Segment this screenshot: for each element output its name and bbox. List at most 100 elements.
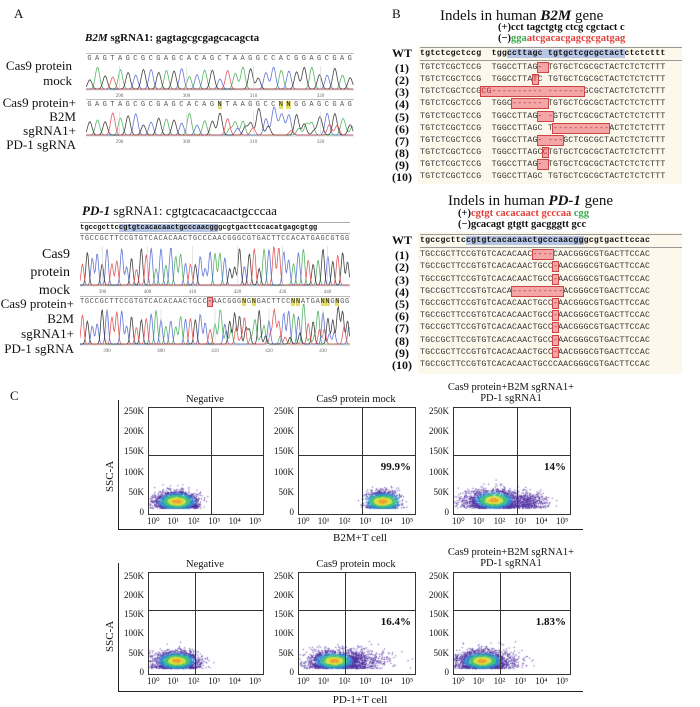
base-call: T <box>276 298 281 306</box>
base-call: C <box>148 101 153 109</box>
indel-highlight: C <box>541 146 549 158</box>
clone-sequence: TGTCTCGCTCCG TGGCCTTAG- -GTGCTCGCGCTACTC… <box>420 110 682 123</box>
plot-title: Cas9 protein mock <box>316 559 396 570</box>
clone-sequence: TGCCGCTTCCGTGTCACACAACTGCCCAACGGGCGTGACT… <box>420 359 682 371</box>
x-tick-label: 10³ <box>359 516 372 526</box>
b2m-minus-strand: (−)ggaatcgacacgagcgcgatgag <box>498 33 625 44</box>
sequence-segment: CAACGGGCGTGACTTCCAC <box>552 250 651 260</box>
sequence-segment: TGTGCTCGCGCTACTCTCTCTTT <box>547 99 666 109</box>
trace-peaks: 290 300 310 320 <box>86 106 354 144</box>
quadrant-gate-vertical <box>210 408 212 514</box>
base-call: G <box>99 235 104 243</box>
base-call: G <box>99 298 104 306</box>
base-call: C <box>94 235 99 243</box>
scatter-points <box>454 573 570 674</box>
flow-plot <box>148 407 264 515</box>
base-call: G <box>332 55 337 63</box>
sequence-segment: TGCCGCTTCCGTGTCACACAACTGCC <box>420 262 553 272</box>
base-call: C <box>281 235 286 243</box>
base-call: A <box>163 55 169 63</box>
x-tick-label: 10⁴ <box>228 676 241 686</box>
base-call: T <box>271 298 276 306</box>
panel-label-b: B <box>392 6 401 21</box>
base-call: C <box>271 55 276 63</box>
x-tick-label: 10⁵ <box>556 676 569 686</box>
y-tick-label: 0 <box>289 507 295 517</box>
sequence-segment: tgccgcttc <box>420 236 467 245</box>
base-call: C <box>286 55 291 63</box>
base-call: N <box>325 298 330 306</box>
x-tick-label: 10⁰ <box>452 676 465 686</box>
base-call: G <box>140 55 146 63</box>
row-label: (5) <box>395 109 409 124</box>
clone-sequence: TGCCGCTTCCGTGTCACACAACTGCC-AACGGGCGTGACT… <box>420 298 682 310</box>
pd1-mock-label: Cas9 protein mock <box>0 246 70 300</box>
indel-highlight: - <box>551 334 560 346</box>
base-call: G <box>317 101 322 109</box>
position-tick: 390 <box>99 290 107 294</box>
base-call: A <box>232 55 238 63</box>
clone-sequence: TGCCGCTTCCGTGTCACACAACTGCC-AACGGGCGTGACT… <box>420 346 682 359</box>
row-label: (8) <box>395 333 409 348</box>
base-call: G <box>87 55 92 63</box>
flow-plot: 14% <box>453 407 571 515</box>
sequence-segment: TGTCTCGCTCCG TGGCCTTAG <box>420 159 538 169</box>
flow-plot <box>148 572 264 675</box>
y-tick-label: 200K <box>429 426 449 437</box>
base-call: A <box>163 101 169 109</box>
gene-name: B2M <box>540 8 572 24</box>
panel-label-a: A <box>14 6 24 21</box>
sequence-segment: GTGCTCGCGCTACTCTCTCTTT <box>552 111 666 121</box>
base-call: A <box>340 101 345 109</box>
base-call: G <box>255 101 260 109</box>
quadrant-gate-vertical <box>194 573 196 674</box>
base-call: T <box>109 298 114 306</box>
y-tick-label: 50K <box>433 647 450 658</box>
b2m-mock-label: Cas9 protein mock <box>0 58 72 88</box>
base-call: G <box>125 55 130 63</box>
x-axis-line-row2 <box>118 691 583 692</box>
row-label: (7) <box>395 133 409 148</box>
position-tick: 420 <box>234 290 242 294</box>
base-call: A <box>94 101 100 109</box>
base-call: N <box>286 101 291 109</box>
base-call: C <box>202 235 207 243</box>
label-line: Cas9 protein <box>5 58 72 73</box>
y-tick-label: 250K <box>429 405 449 416</box>
x-tick-label: 10⁵ <box>401 676 414 686</box>
base-call: G <box>156 55 161 63</box>
base-call: G <box>237 235 242 243</box>
indel-highlight: - - <box>536 110 554 122</box>
sequence-segment: TGTCTCGCTCCG TGGCCTTA <box>420 75 533 85</box>
x-tick-label: 10⁴ <box>535 676 548 686</box>
indel-highlight: ----------- <box>551 122 611 134</box>
trace-peaks: 290 300 310 320 <box>86 66 354 98</box>
base-call: G <box>227 298 232 306</box>
base-call: A <box>153 235 158 243</box>
base-call: G <box>138 235 144 243</box>
quadrant-gate-horizontal <box>299 455 415 457</box>
base-call: T <box>276 235 281 243</box>
base-call: G <box>232 235 237 243</box>
y-tick-label: 0 <box>289 667 295 677</box>
base-call: N <box>278 101 283 109</box>
sequence-segment: AACGGGCGTGACTTCCAC <box>558 262 651 272</box>
trace-G <box>86 107 354 136</box>
indel-highlight: - <box>536 158 549 170</box>
sequence-segment: ctctcttt <box>624 49 666 58</box>
y-tick-label: 0 <box>444 507 450 517</box>
target-highlight: cgtgtcacacaactgcccaacgg <box>466 236 584 245</box>
base-call: C <box>158 298 163 306</box>
trace-T <box>80 245 350 286</box>
base-call: G <box>138 298 144 306</box>
quadrant-gate-vertical <box>500 573 502 674</box>
base-call: G <box>156 101 161 109</box>
base-call: T <box>133 298 139 306</box>
row-label: WT <box>391 233 412 247</box>
position-tick: 310 <box>250 140 258 144</box>
base-call: G <box>248 101 253 109</box>
base-call: G <box>345 235 350 243</box>
x-axis-label-row1: B2M+T cell <box>333 532 387 544</box>
sequence-segment: AACGGGCGTGACTTCCAC <box>558 274 651 284</box>
y-tick-label: 100K <box>429 628 449 639</box>
